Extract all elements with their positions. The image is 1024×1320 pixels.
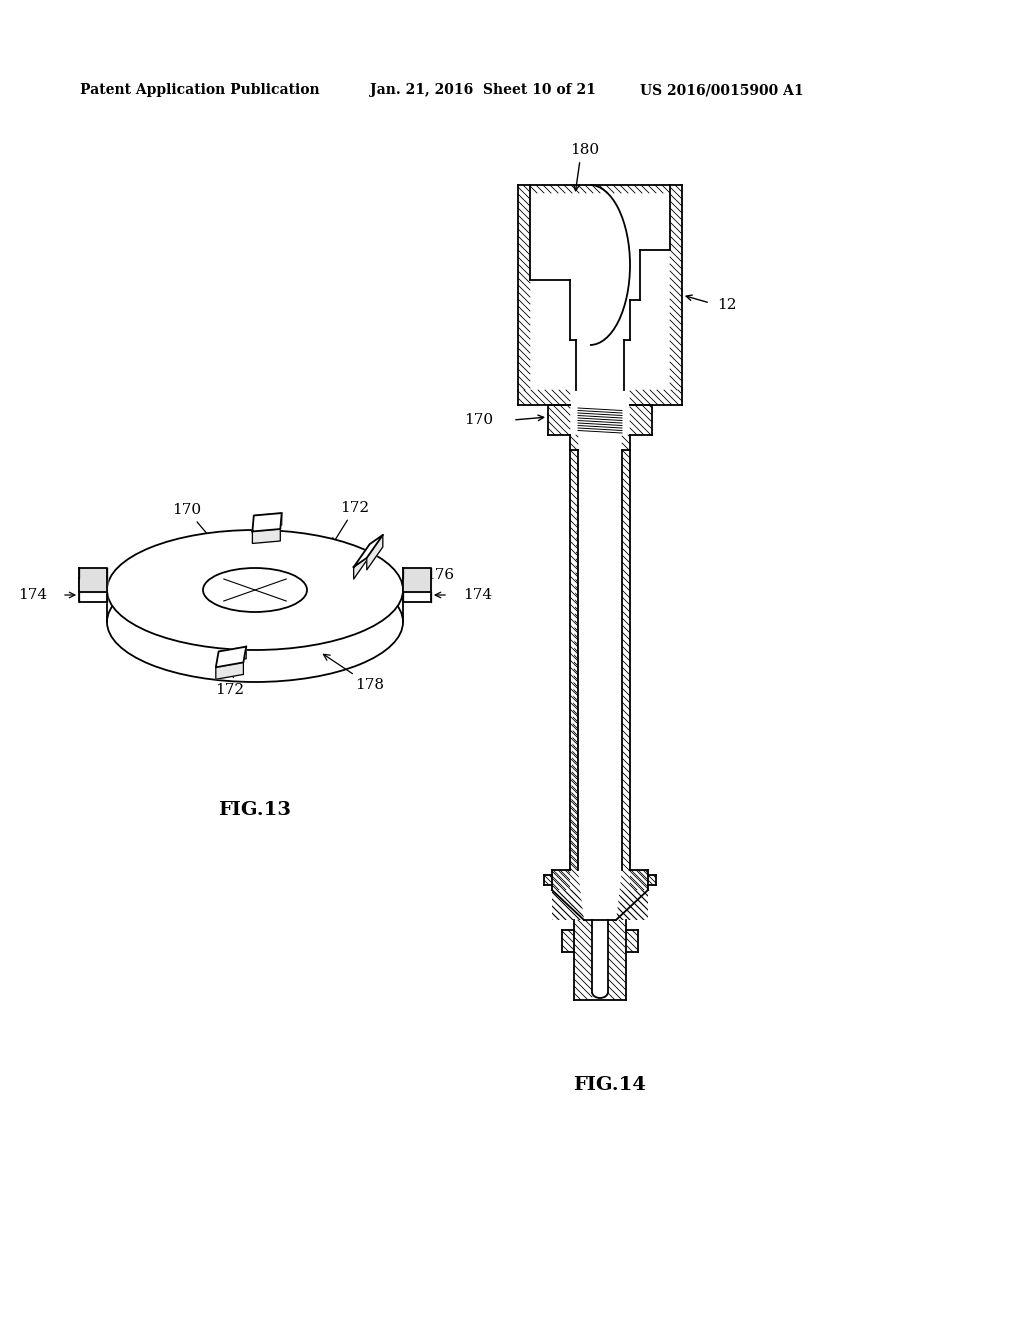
Text: 178: 178 — [324, 655, 384, 692]
Polygon shape — [367, 535, 383, 570]
Text: 170: 170 — [172, 503, 222, 552]
Polygon shape — [79, 568, 106, 591]
Text: Jan. 21, 2016  Sheet 10 of 21: Jan. 21, 2016 Sheet 10 of 21 — [370, 83, 596, 96]
Text: 172: 172 — [215, 644, 245, 697]
Polygon shape — [254, 513, 282, 528]
Text: FIG.14: FIG.14 — [573, 1076, 646, 1094]
Text: Patent Application Publication: Patent Application Publication — [80, 83, 319, 96]
Polygon shape — [353, 535, 383, 568]
Polygon shape — [218, 647, 246, 664]
Polygon shape — [252, 529, 281, 544]
Text: 170: 170 — [464, 413, 493, 426]
Ellipse shape — [106, 531, 403, 649]
Text: 174: 174 — [463, 587, 493, 602]
Polygon shape — [216, 663, 244, 680]
Polygon shape — [216, 647, 246, 668]
Text: 172: 172 — [332, 502, 370, 544]
Text: US 2016/0015900 A1: US 2016/0015900 A1 — [640, 83, 804, 96]
Polygon shape — [252, 513, 282, 532]
Text: 174: 174 — [17, 587, 47, 602]
Text: FIG.13: FIG.13 — [218, 801, 292, 818]
Polygon shape — [403, 578, 431, 602]
Polygon shape — [403, 568, 431, 591]
Text: 176: 176 — [397, 568, 454, 594]
Text: 180: 180 — [570, 143, 600, 157]
Polygon shape — [79, 578, 106, 602]
Ellipse shape — [203, 568, 307, 612]
Text: 12: 12 — [717, 298, 736, 312]
Polygon shape — [353, 544, 370, 579]
